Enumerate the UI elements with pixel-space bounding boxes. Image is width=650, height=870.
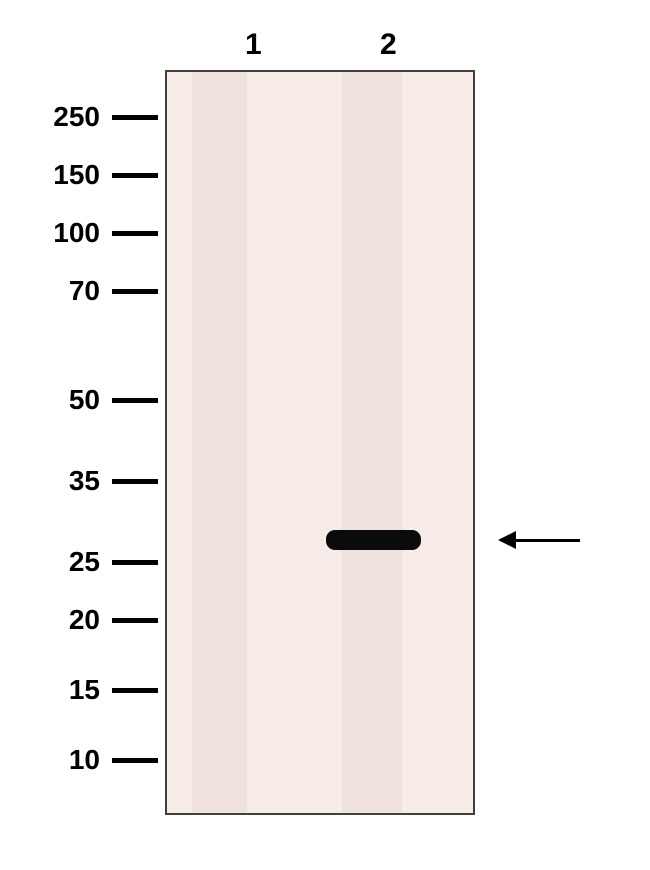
mw-label-20: 20	[0, 604, 100, 636]
mw-tick-50	[112, 398, 158, 403]
mw-tick-150	[112, 173, 158, 178]
mw-label-150: 150	[0, 159, 100, 191]
mw-label-10: 10	[0, 744, 100, 776]
lane-label-2: 2	[380, 28, 397, 62]
mw-tick-250	[112, 115, 158, 120]
mw-label-15: 15	[0, 674, 100, 706]
mw-tick-25	[112, 560, 158, 565]
mw-label-70: 70	[0, 275, 100, 307]
mw-tick-15	[112, 688, 158, 693]
protein-band-lane-2	[326, 530, 421, 550]
mw-tick-10	[112, 758, 158, 763]
arrow-shaft	[516, 539, 580, 542]
mw-tick-20	[112, 618, 158, 623]
arrow-head-icon	[498, 531, 516, 549]
mw-label-50: 50	[0, 384, 100, 416]
lane-label-1: 1	[245, 28, 262, 62]
mw-label-100: 100	[0, 217, 100, 249]
western-blot-figure: 1 2 250 150 100 70 50 35 25 20 15 10	[0, 0, 650, 870]
mw-tick-35	[112, 479, 158, 484]
mw-tick-100	[112, 231, 158, 236]
mw-label-35: 35	[0, 465, 100, 497]
mw-label-250: 250	[0, 101, 100, 133]
mw-label-25: 25	[0, 546, 100, 578]
mw-tick-70	[112, 289, 158, 294]
